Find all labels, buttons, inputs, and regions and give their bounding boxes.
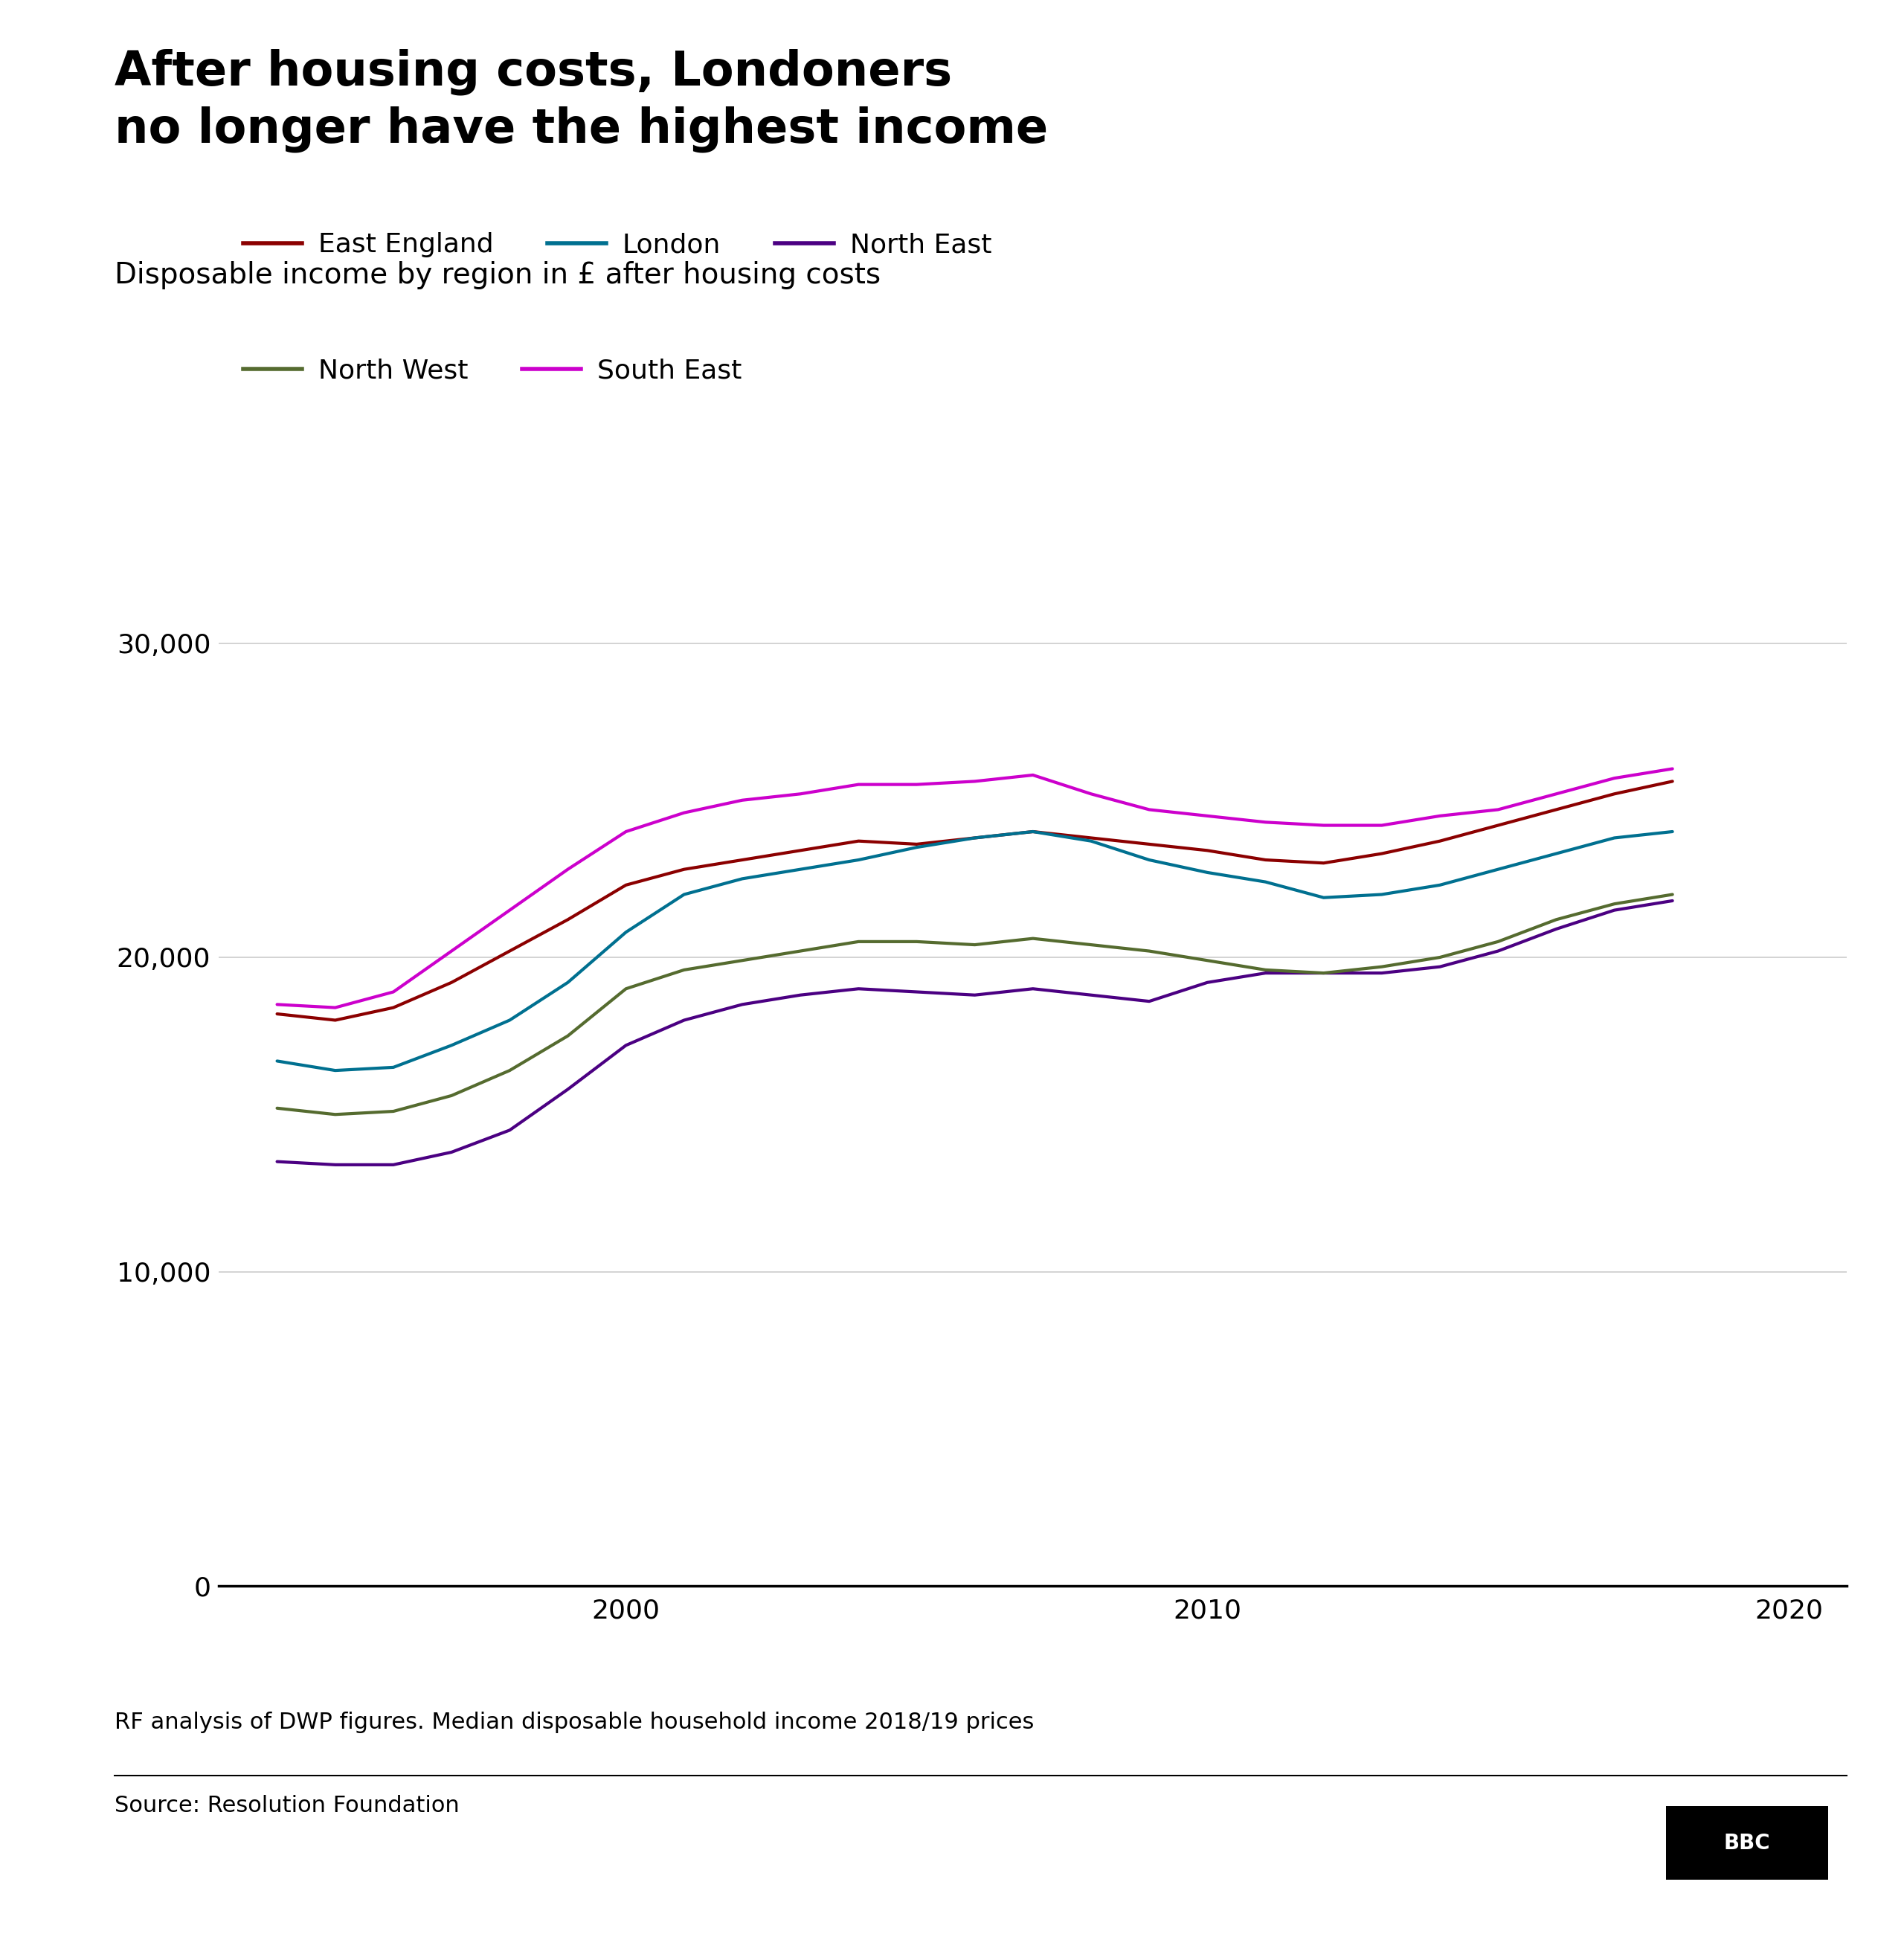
Text: Source: Resolution Foundation: Source: Resolution Foundation	[114, 1795, 459, 1816]
Text: BBC: BBC	[1723, 1833, 1771, 1853]
Text: After housing costs, Londoners
no longer have the highest income: After housing costs, Londoners no longer…	[114, 48, 1047, 153]
Text: RF analysis of DWP figures. Median disposable household income 2018/19 prices: RF analysis of DWP figures. Median dispo…	[114, 1712, 1034, 1733]
Legend: North West, South East: North West, South East	[232, 348, 752, 395]
Text: Disposable income by region in £ after housing costs: Disposable income by region in £ after h…	[114, 261, 880, 290]
